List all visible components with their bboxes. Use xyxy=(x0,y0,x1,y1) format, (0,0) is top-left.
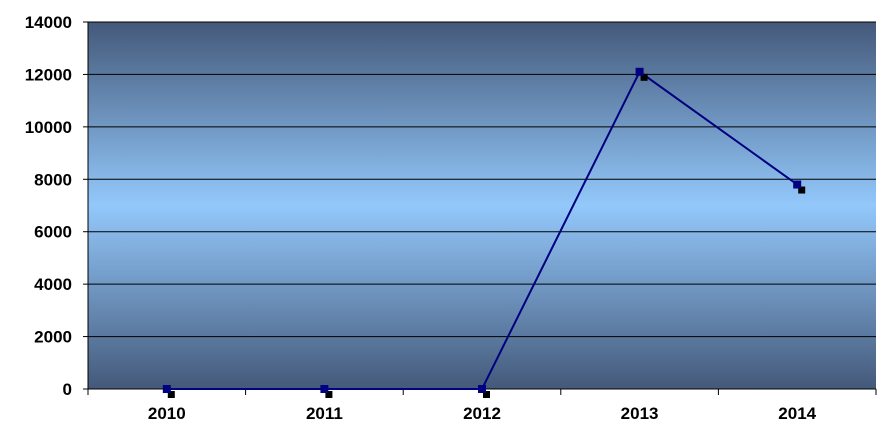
x-tick-label: 2012 xyxy=(463,404,501,423)
x-axis-tick-labels: 2010 2011 2012 2013 2014 xyxy=(148,404,817,423)
x-tick-label: 2010 xyxy=(148,404,186,423)
series-layer xyxy=(162,67,806,398)
y-tick-label: 6000 xyxy=(34,223,72,242)
y-axis-tick-labels: 0 2000 4000 6000 8000 10000 12000 14000 xyxy=(25,13,72,399)
data-point-shadow xyxy=(167,391,175,398)
data-point-shadow xyxy=(640,73,648,81)
x-tick-label: 2011 xyxy=(306,404,343,423)
y-tick-label: 2000 xyxy=(34,328,72,347)
data-point xyxy=(635,67,644,76)
y-tick-label: 12000 xyxy=(25,65,72,84)
x-tick-label: 2013 xyxy=(621,404,659,423)
data-point xyxy=(320,385,329,393)
data-point xyxy=(162,385,171,393)
data-point-shadow xyxy=(325,391,333,398)
data-point xyxy=(478,385,486,393)
x-tick-label: 2014 xyxy=(778,404,816,423)
data-point-shadow xyxy=(798,186,806,194)
plot-area xyxy=(88,22,876,389)
y-tick-label: 14000 xyxy=(25,13,72,32)
y-tick-label: 10000 xyxy=(25,118,72,137)
y-tick-label: 4000 xyxy=(34,275,72,294)
data-point-shadow xyxy=(483,391,490,398)
y-tick-label: 0 xyxy=(63,380,72,399)
y-tick-label: 8000 xyxy=(34,170,72,189)
gridlines xyxy=(88,21,876,338)
data-point xyxy=(793,180,802,189)
